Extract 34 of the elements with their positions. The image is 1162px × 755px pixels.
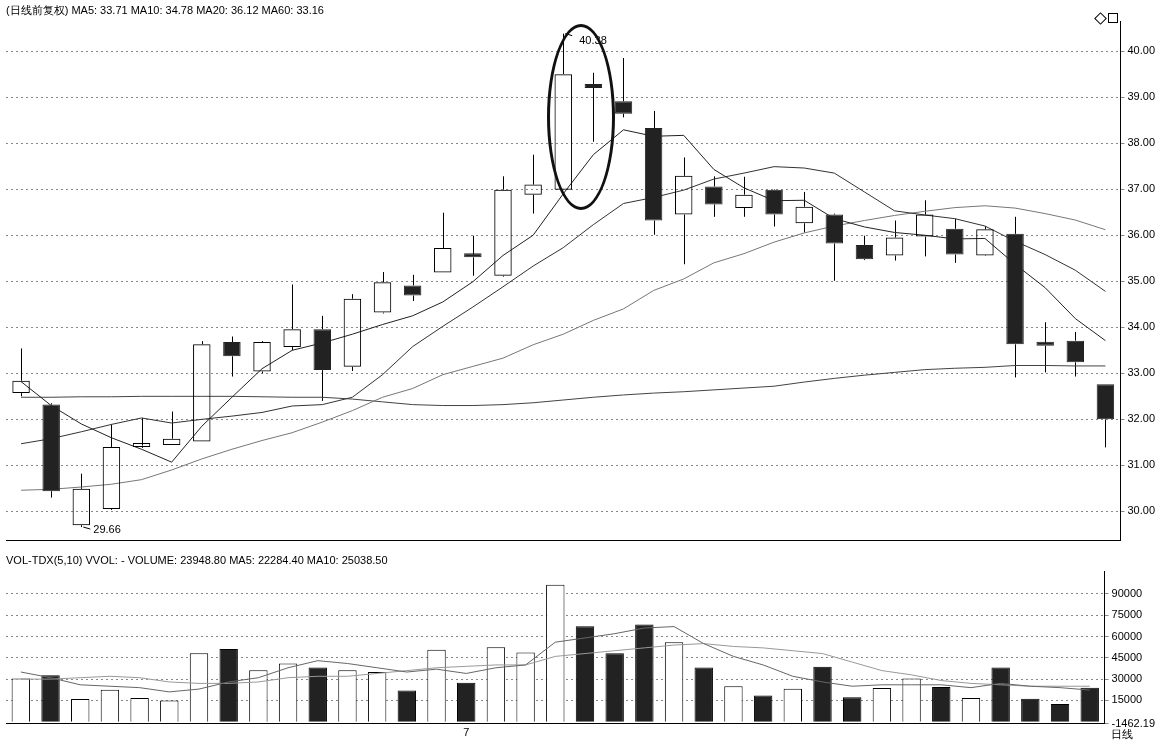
y-tick-label: 35.00: [1127, 274, 1155, 287]
candlestick: [765, 189, 783, 227]
y-tick-label: 34.00: [1127, 320, 1155, 333]
y-tick-label: 38.00: [1127, 136, 1155, 149]
candlestick: [464, 235, 482, 277]
y-tick-label: 30.00: [1127, 504, 1155, 517]
candlestick: [313, 315, 331, 402]
y-tick-label: 75000: [1111, 608, 1143, 621]
chart-title: (日线前复权) MA5: 33.71 MA10: 34.78 MA20: 36.12 MA60: 33.16: [6, 3, 324, 16]
candlestick: [825, 214, 844, 282]
y-tick-label: 33.00: [1127, 366, 1155, 379]
y-tick-label: 90000: [1111, 586, 1143, 599]
candlestick: [1096, 384, 1115, 448]
candlestick: [1006, 216, 1024, 378]
y-tick-label: 32.00: [1127, 412, 1155, 425]
y-tick-label: 31.00: [1127, 458, 1155, 471]
y-tick-label: 37.00: [1127, 182, 1155, 195]
candlestick: [1066, 331, 1085, 378]
chart-title: VOL-TDX(5,10) VVOL: - VOLUME: 23948.80 MA5: 22284.40 MA10: 25038.50: [6, 553, 388, 566]
y-tick-label: 36.00: [1127, 228, 1155, 241]
x-tick-label: 7: [463, 726, 470, 739]
y-tick-label: 15000: [1111, 693, 1143, 706]
y-tick-label: 60000: [1111, 629, 1143, 642]
candlestick: [1036, 321, 1054, 373]
annotation: 29.66: [93, 523, 121, 536]
y-tick-label: 30000: [1111, 672, 1143, 685]
candlestick: [946, 218, 964, 264]
candlestick: [584, 72, 603, 143]
y-tick-label: 40.00: [1127, 44, 1155, 57]
y-tick-label: 45000: [1111, 650, 1143, 663]
candlestick: [403, 274, 422, 302]
y-tick-label: -1462.19: [1111, 716, 1156, 729]
y-tick-label: 39.00: [1127, 90, 1155, 103]
text: 日线: [1110, 728, 1133, 741]
